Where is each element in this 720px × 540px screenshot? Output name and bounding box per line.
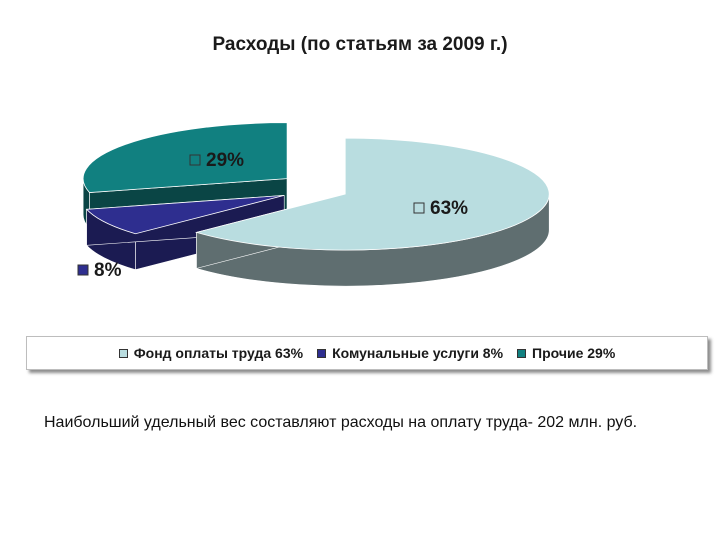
data-label-other: 29% xyxy=(189,150,244,171)
data-label-other-text: 29% xyxy=(206,150,244,171)
legend-label-other: Прочие 29% xyxy=(532,345,616,361)
pie-chart: 63% 8% 29% xyxy=(77,122,550,287)
data-label-utilities-text: 8% xyxy=(94,260,122,281)
data-label-other-marker xyxy=(189,154,201,166)
legend-swatch-utilities xyxy=(317,348,327,358)
legend-label-wages: Фонд оплаты труда 63% xyxy=(133,345,304,361)
slice-wages xyxy=(194,137,550,287)
chart-legend: Фонд оплаты труда 63% Комунальные услуги… xyxy=(26,336,708,370)
data-label-wages-marker xyxy=(413,202,425,214)
legend-item-wages: Фонд оплаты труда 63% xyxy=(118,345,304,361)
summary-text: Наибольший удельный вес составляют расхо… xyxy=(44,414,638,431)
legend-swatch-other xyxy=(517,348,527,358)
data-label-wages: 63% xyxy=(413,198,468,219)
chart-title: Расходы (по статьям за 2009 г.) xyxy=(212,34,508,55)
legend-item-other: Прочие 29% xyxy=(517,345,615,361)
data-label-utilities-marker xyxy=(77,264,89,276)
data-label-utilities: 8% xyxy=(77,260,122,281)
legend-item-utilities: Комунальные услуги 8% xyxy=(317,345,503,361)
data-label-wages-text: 63% xyxy=(430,198,468,219)
legend-swatch-wages xyxy=(118,348,128,358)
legend-label-utilities: Комунальные услуги 8% xyxy=(332,345,504,361)
